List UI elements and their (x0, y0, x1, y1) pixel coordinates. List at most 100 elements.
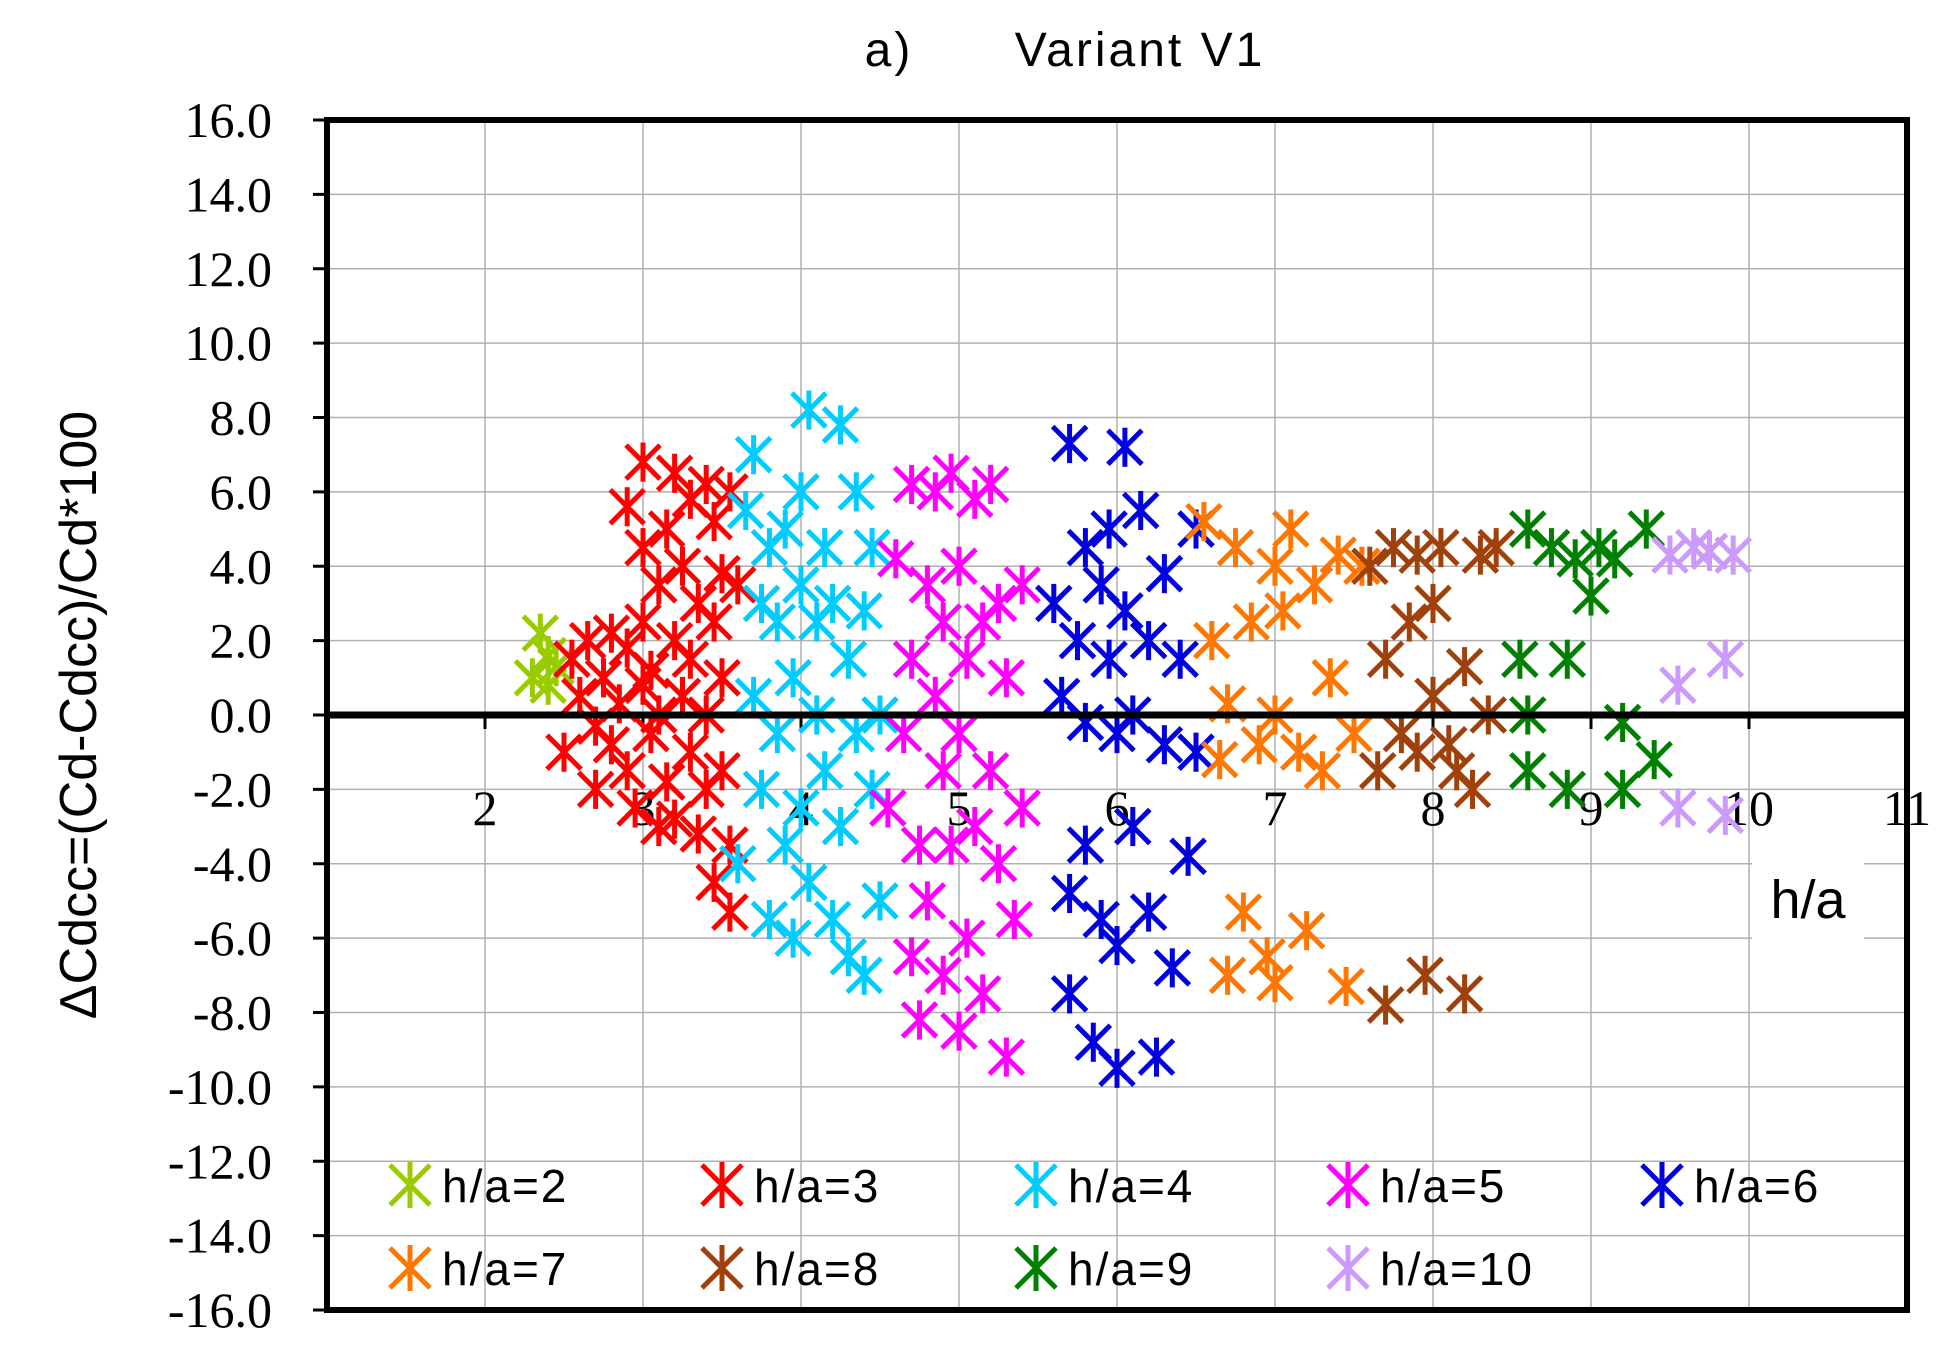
data-point (616, 788, 654, 828)
data-point (1066, 825, 1105, 865)
y-tick-label: 0.0 (210, 687, 273, 743)
data-point (576, 769, 615, 809)
data-point (805, 528, 844, 568)
data-point (1153, 948, 1192, 988)
data-point (837, 714, 876, 754)
series-2 (545, 442, 757, 932)
data-point (892, 464, 931, 504)
legend-item: h/a=9 (1014, 1243, 1194, 1295)
data-point (869, 788, 907, 828)
data-point (979, 583, 1018, 623)
x-tick-label: 7 (1263, 780, 1288, 836)
chart-title-prefix: a) (865, 24, 914, 77)
data-point (821, 807, 860, 847)
legend-marker (1640, 1162, 1684, 1208)
y-tick-label: 12.0 (185, 241, 273, 297)
data-point (1050, 974, 1089, 1014)
legend-marker (388, 1162, 432, 1208)
data-point (766, 509, 804, 549)
data-point (1224, 892, 1263, 932)
data-point (987, 658, 1026, 698)
data-point (948, 918, 986, 958)
data-point (790, 862, 828, 902)
data-point (719, 844, 757, 884)
data-point (671, 639, 710, 679)
data-point (1058, 621, 1097, 661)
data-point (1659, 665, 1697, 705)
legend-item: h/a=10 (1326, 1243, 1532, 1295)
series-6 (1185, 502, 1381, 1007)
data-point (719, 565, 757, 605)
data-point (608, 751, 646, 791)
data-point (782, 565, 820, 605)
grid (327, 119, 1908, 1311)
data-point (1398, 732, 1436, 772)
data-point (1003, 788, 1041, 828)
data-point (1193, 621, 1231, 661)
data-point (734, 435, 773, 475)
data-point (1129, 621, 1168, 661)
data-point (987, 1037, 1026, 1077)
data-point (900, 1000, 939, 1040)
data-point (1114, 807, 1152, 847)
data-point (632, 650, 670, 690)
data-point (1129, 892, 1168, 932)
data-point (1335, 714, 1373, 754)
data-point (1635, 740, 1673, 780)
y-tick-label: -10.0 (168, 1059, 272, 1115)
data-point (782, 788, 820, 828)
y-tick-label: 8.0 (210, 390, 273, 446)
legend-label: h/a=9 (1068, 1243, 1194, 1295)
data-point (1343, 546, 1381, 586)
legend-item: h/a=8 (700, 1243, 878, 1295)
data-point (940, 714, 978, 754)
data-point (1256, 963, 1294, 1003)
legend-marker (1326, 1245, 1370, 1291)
data-point (1248, 937, 1286, 977)
data-point (1509, 751, 1547, 791)
data-point (892, 639, 931, 679)
data-point (703, 658, 741, 698)
data-point (1414, 583, 1452, 623)
y-tick-label: 14.0 (185, 166, 273, 222)
data-point (647, 509, 686, 549)
data-point (758, 602, 797, 642)
data-point (663, 676, 702, 716)
y-tick-label: -6.0 (193, 910, 272, 966)
data-point (1208, 955, 1247, 995)
x-tick-label: 9 (1579, 780, 1604, 836)
y-tick-label: 6.0 (210, 464, 273, 520)
data-point (703, 554, 741, 594)
legend-marker (1014, 1245, 1058, 1291)
data-point (924, 602, 962, 642)
data-point (1319, 535, 1357, 575)
data-point (1398, 535, 1436, 575)
data-point (679, 814, 718, 854)
data-point (805, 751, 844, 791)
data-point (774, 658, 812, 698)
data-point (1264, 591, 1302, 631)
data-point (1572, 576, 1610, 616)
y-axis-label: ΔCdcc=(Cd-Cdcc)/Cd*100 (50, 411, 108, 1019)
data-point (940, 546, 978, 586)
data-point (924, 955, 962, 995)
data-point (1200, 740, 1239, 780)
data-point (1066, 702, 1105, 742)
data-point (1548, 769, 1587, 809)
data-point (908, 565, 947, 605)
data-point (1287, 911, 1326, 951)
data-point (1651, 535, 1689, 575)
legend-item: h/a=3 (700, 1160, 878, 1212)
data-point (734, 676, 773, 716)
data-point (790, 390, 828, 430)
data-point (624, 602, 662, 642)
data-point (932, 825, 970, 865)
data-point (1374, 528, 1413, 568)
data-point (1050, 873, 1089, 914)
data-point (1366, 639, 1405, 679)
data-point (742, 769, 781, 809)
data-point (845, 955, 883, 995)
data-point (853, 528, 891, 568)
y-tick-label: 16.0 (185, 92, 273, 148)
